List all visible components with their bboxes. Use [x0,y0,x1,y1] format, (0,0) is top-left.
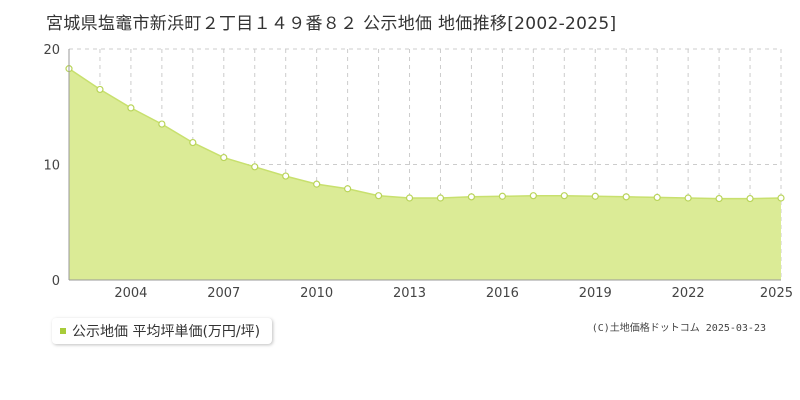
data-point [313,180,321,188]
y-axis-tick-labels: 0 10 20 [43,43,60,289]
axes [68,49,781,281]
data-point [251,163,259,171]
chart-title: 宮城県塩竈市新浜町２丁目１４９番８２ 公示地価 地価推移[2002-2025] [46,14,617,34]
data-point [560,192,568,200]
area-fill [69,68,781,280]
legend-swatch [60,328,66,334]
legend: 公示地価 平均坪単価(万円/坪) [52,318,273,344]
data-point [653,193,661,202]
data-point [220,153,228,162]
data-point [96,85,104,94]
data-point [498,192,506,200]
data-point [127,104,135,112]
data-point [591,192,599,200]
data-point [715,194,723,203]
x-tick-label: 2013 [393,286,426,301]
legend-label: 公示地価 平均坪単価(万円/坪) [72,324,261,340]
x-axis-tick-labels: 2004 2007 2010 2013 2016 2019 2022 2025 [114,286,793,301]
x-tick-label: 2019 [579,286,612,301]
data-point [622,193,630,201]
data-point [158,120,166,128]
data-point [405,194,414,202]
copyright-text: (C)土地価格ドットコム 2025-03-23 [591,323,766,334]
data-point [467,193,476,201]
x-tick-label: 2025 [760,286,793,301]
data-point [189,138,197,147]
data-point [529,192,537,200]
data-point [374,192,383,200]
data-point [746,194,754,203]
x-tick-label: 2004 [114,286,147,301]
data-point [684,194,692,202]
data-point [282,172,290,180]
y-tick-label: 20 [43,43,60,58]
y-tick-label: 10 [43,159,60,174]
y-tick-label: 0 [52,274,60,289]
data-point [436,194,445,202]
data-point [344,185,352,193]
series-line [68,67,782,200]
data-points [65,65,785,203]
x-tick-label: 2022 [672,286,705,301]
x-tick-label: 2010 [300,286,333,301]
x-tick-label: 2007 [207,286,240,301]
x-tick-label: 2016 [486,286,519,301]
data-point [777,194,785,202]
